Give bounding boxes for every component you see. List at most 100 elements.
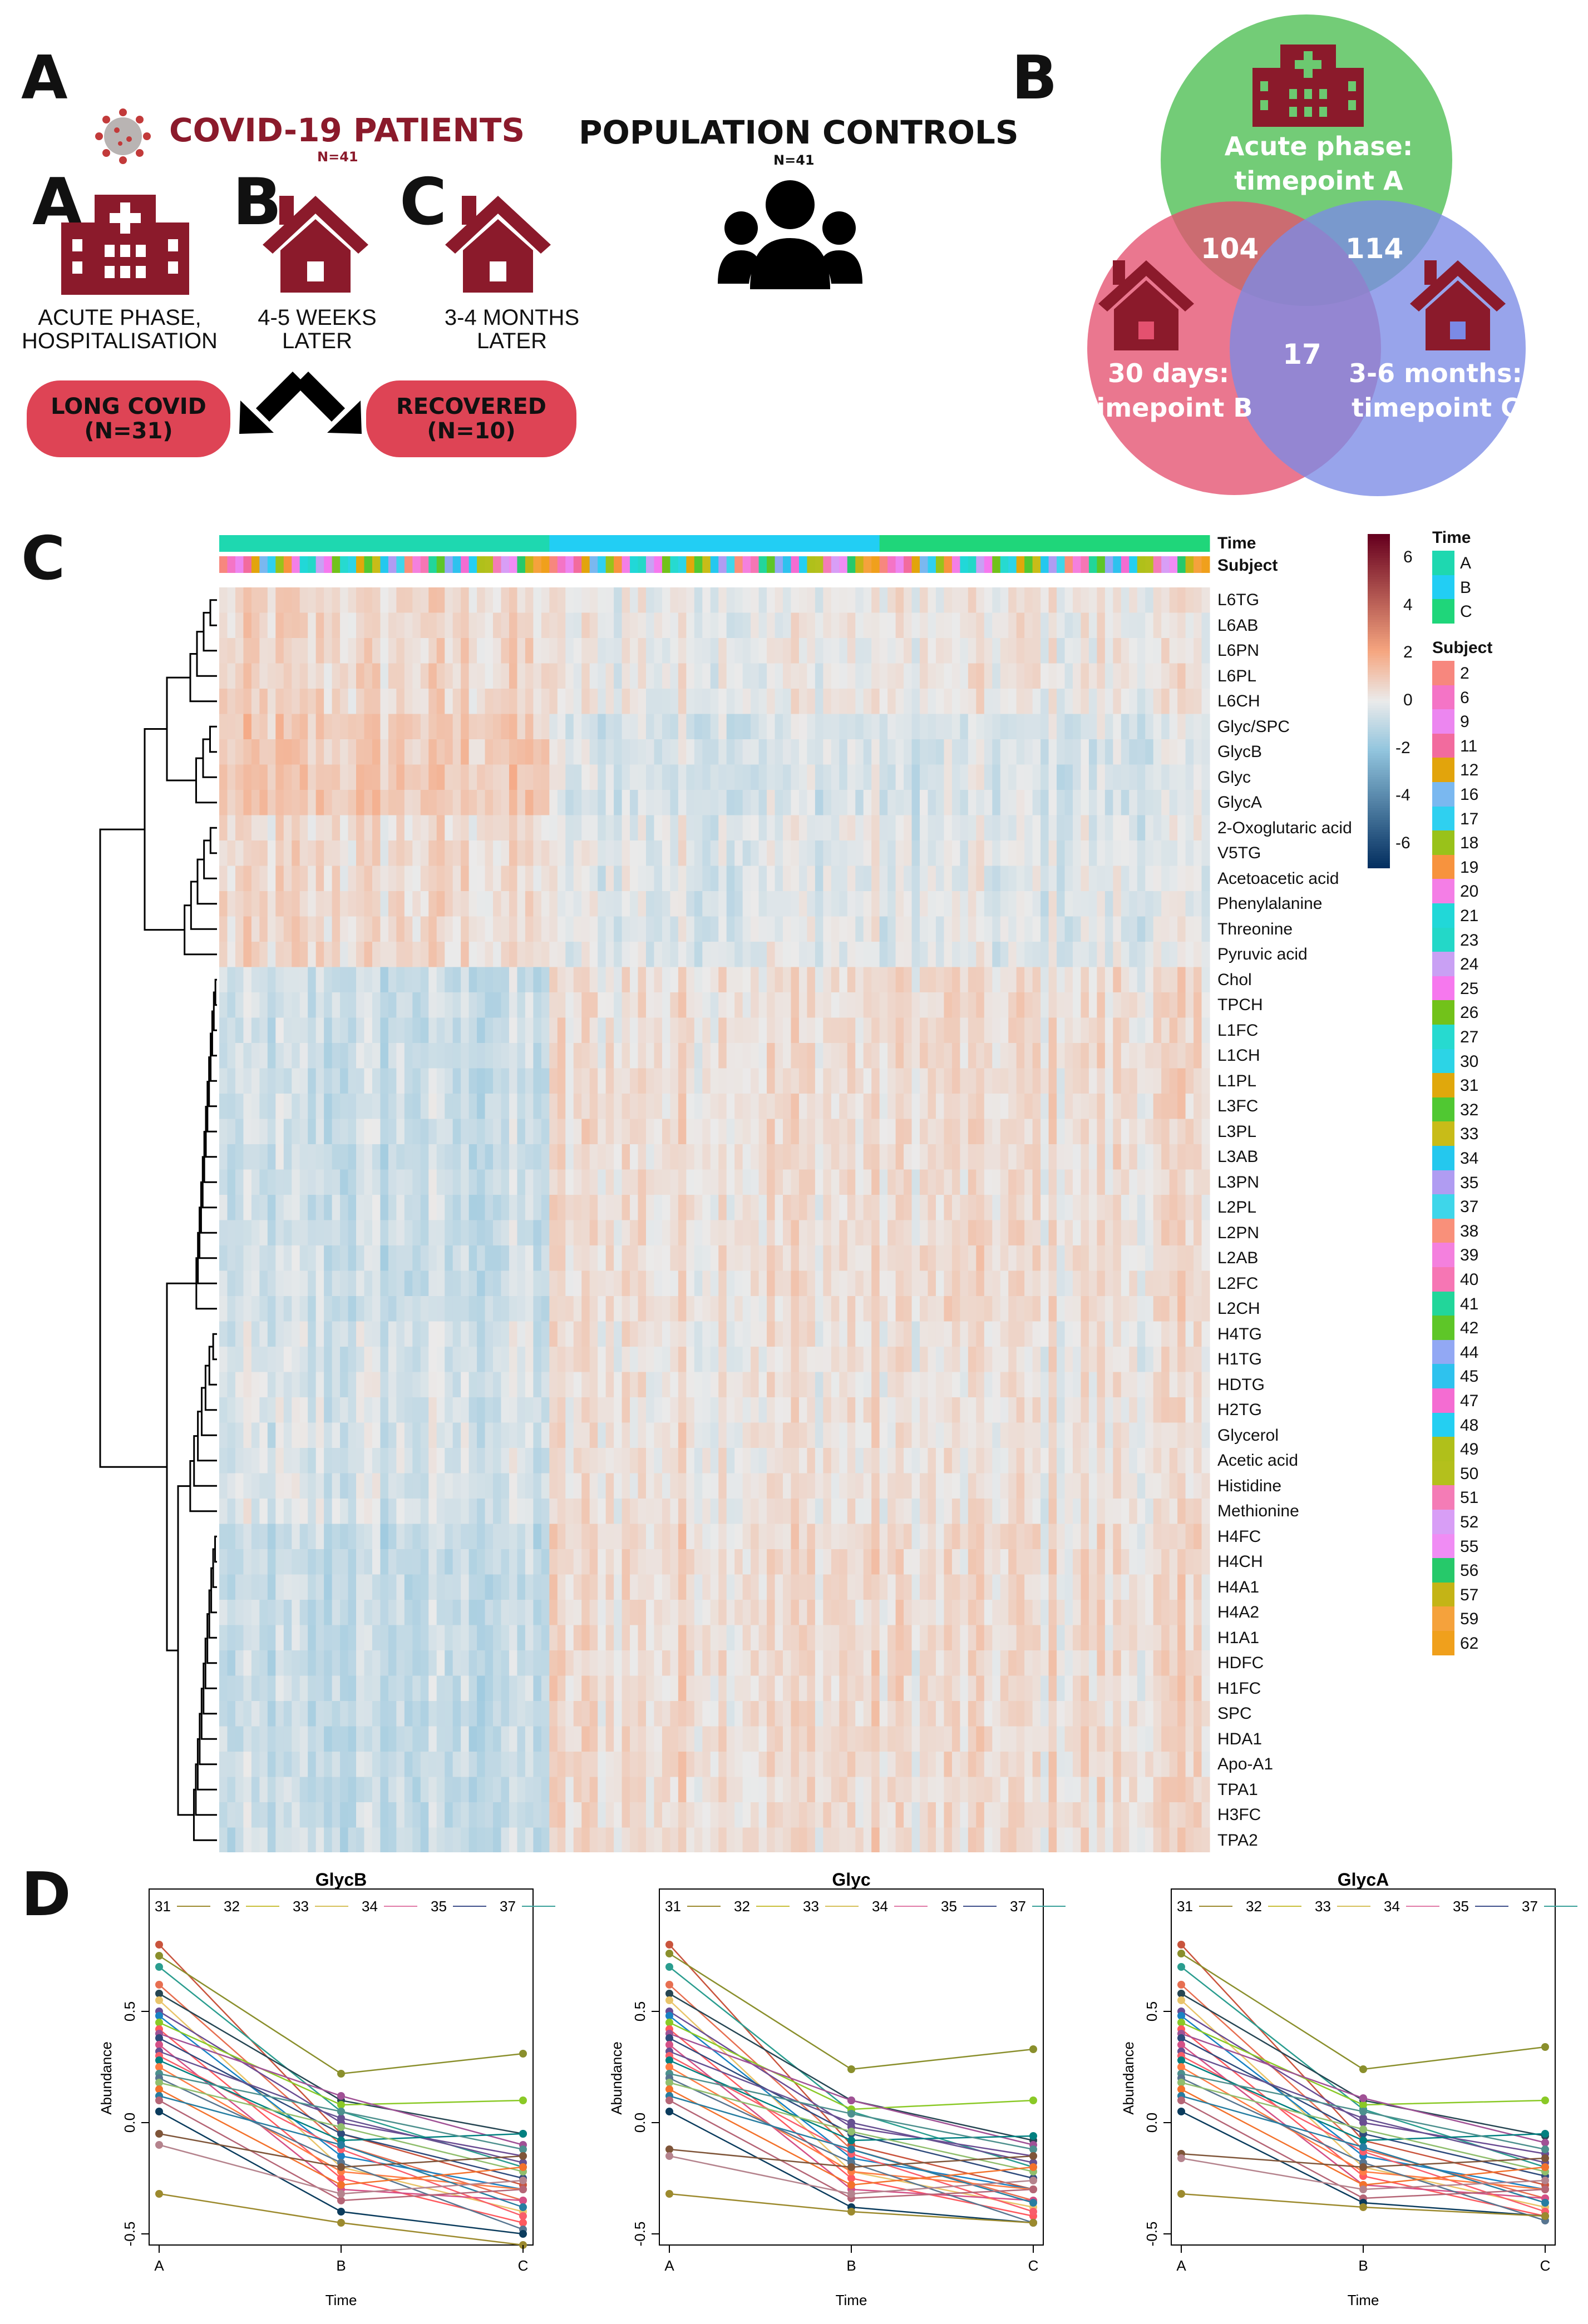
heatmap-cell: [525, 840, 534, 867]
heatmap-cell: [847, 1372, 856, 1398]
heatmap-cell: [767, 916, 776, 942]
heatmap-cell: [1000, 942, 1009, 968]
heatmap-cell: [380, 739, 389, 765]
heatmap-cell: [1161, 790, 1170, 816]
heatmap-cell: [1040, 638, 1049, 664]
heatmap-cell: [758, 790, 767, 816]
heatmap-cell: [920, 790, 929, 816]
subject-annotation-cell: [920, 556, 928, 573]
heatmap-cell: [702, 891, 711, 917]
heatmap-cell: [855, 587, 864, 614]
heatmap-cell: [485, 916, 494, 942]
heatmap-cell: [630, 1321, 639, 1347]
heatmap-cell: [1000, 714, 1009, 740]
heatmap-cell: [396, 790, 405, 816]
heatmap-cell: [944, 967, 953, 993]
heatmap-cell: [315, 1549, 324, 1575]
heatmap-cell: [1113, 967, 1122, 993]
heatmap-cell: [1032, 992, 1041, 1018]
heatmap-cell: [501, 1372, 510, 1398]
heatmap-cell: [944, 1473, 953, 1499]
heatmap-cell: [791, 1017, 800, 1044]
heatmap-cell: [299, 815, 308, 841]
heatmap-cell: [1064, 1372, 1073, 1398]
heatmap-cell: [839, 790, 848, 816]
heatmap-cell: [839, 739, 848, 765]
subject-annotation-cell: [235, 556, 244, 573]
heatmap-cell: [428, 1397, 437, 1423]
heatmap-cell: [751, 1448, 760, 1474]
heatmap-cell: [445, 790, 453, 816]
heatmap-cell: [308, 1296, 317, 1322]
heatmap-cell: [315, 587, 324, 614]
heatmap-cell: [1104, 992, 1113, 1018]
heatmap-cell: [388, 1017, 397, 1044]
heatmap-cell: [895, 1220, 904, 1246]
heatmap-cell: [984, 1245, 993, 1272]
heatmap-cell: [1081, 1347, 1089, 1373]
heatmap-cell: [452, 1043, 461, 1069]
heatmap-cell: [581, 916, 590, 942]
heatmap-cell: [332, 714, 341, 740]
heatmap-cell: [935, 764, 945, 790]
heatmap-cell: [493, 1195, 502, 1221]
heatmap-cell: [984, 587, 993, 614]
heatmap-cell: [968, 764, 977, 790]
heatmap-cell: [726, 1245, 735, 1272]
heatmap-cell: [678, 916, 687, 942]
subject-annotation-cell: [356, 556, 364, 573]
heatmap-cell: [1072, 1094, 1082, 1120]
heatmap-cell: [292, 1169, 300, 1195]
heatmap-cell: [299, 1397, 308, 1423]
heatmap-cell: [630, 587, 639, 614]
heatmap-cell: [283, 1499, 292, 1525]
heatmap-cell: [678, 1220, 687, 1246]
heatmap-cell: [935, 1144, 945, 1170]
heatmap-cell: [670, 942, 679, 968]
heatmap-cell: [742, 942, 751, 968]
heatmap-cell: [420, 1321, 429, 1347]
subject-annotation-cell: [275, 556, 284, 573]
heatmap-cell: [984, 714, 993, 740]
heatmap-cell: [348, 1270, 357, 1297]
heatmap-cell: [1048, 891, 1057, 917]
heatmap-cell: [992, 1169, 1001, 1195]
heatmap-cell: [267, 1017, 276, 1044]
heatmap-cells: [219, 587, 1210, 1852]
heatmap-cell: [815, 1068, 823, 1094]
heatmap-cell: [501, 992, 510, 1018]
heatmap-cell: [243, 992, 252, 1018]
heatmap-cell: [670, 1068, 679, 1094]
heatmap-cell: [356, 1372, 365, 1398]
heatmap-cell: [798, 1017, 808, 1044]
heatmap-cell: [589, 992, 598, 1018]
heatmap-cell: [863, 891, 872, 917]
heatmap-cell: [920, 942, 929, 968]
heatmap-cell: [1185, 1499, 1194, 1525]
heatmap-cell: [662, 1448, 671, 1474]
heatmap-cell: [815, 992, 823, 1018]
heatmap-cell: [895, 689, 904, 715]
heatmap-cell: [614, 1017, 623, 1044]
subject-annotation-bar: [219, 556, 1210, 573]
heatmap-cell: [904, 663, 913, 689]
heatmap-cell: [1177, 967, 1186, 993]
heatmap-cell: [815, 1347, 823, 1373]
heatmap-cell: [944, 916, 953, 942]
heatmap-cell: [654, 1068, 663, 1094]
heatmap-cell: [1088, 1094, 1097, 1120]
heatmap-cell: [1113, 1321, 1122, 1347]
heatmap-cell: [1048, 1119, 1057, 1145]
heatmap-cell: [751, 1144, 760, 1170]
heatmap-cell: [549, 663, 558, 689]
heatmap-cell: [1057, 1473, 1066, 1499]
heatmap-cell: [839, 891, 848, 917]
heatmap-cell: [348, 1068, 357, 1094]
heatmap-cell: [420, 1144, 429, 1170]
heatmap-cell: [1057, 1270, 1066, 1297]
heatmap-cell: [1177, 739, 1186, 765]
heatmap-cell: [1057, 840, 1066, 867]
heatmap-cell: [976, 891, 985, 917]
heatmap-cell: [1081, 739, 1089, 765]
heatmap-cell: [340, 739, 349, 765]
